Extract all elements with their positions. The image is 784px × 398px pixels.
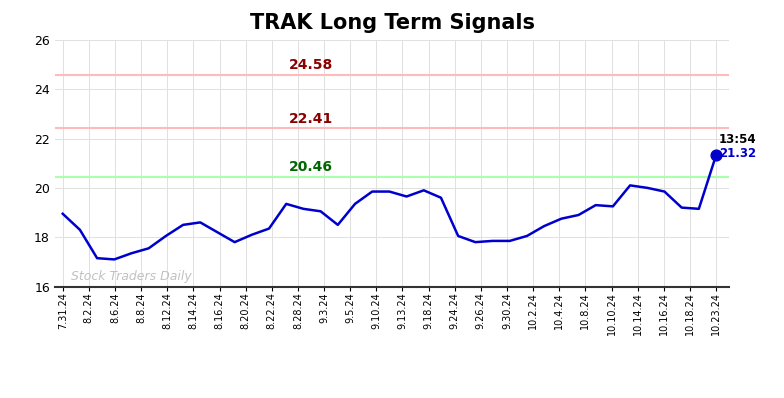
- Title: TRAK Long Term Signals: TRAK Long Term Signals: [249, 13, 535, 33]
- Text: 20.46: 20.46: [289, 160, 333, 174]
- Text: 21.32: 21.32: [719, 146, 756, 160]
- Point: [710, 152, 722, 158]
- Text: Stock Traders Daily: Stock Traders Daily: [71, 270, 191, 283]
- Text: 13:54: 13:54: [719, 133, 757, 146]
- Text: 22.41: 22.41: [289, 112, 333, 126]
- Text: 24.58: 24.58: [289, 59, 333, 72]
